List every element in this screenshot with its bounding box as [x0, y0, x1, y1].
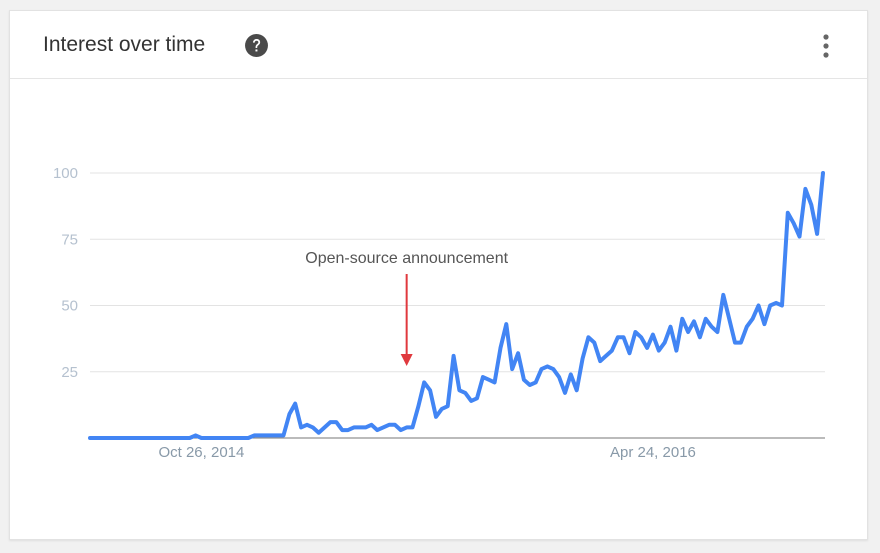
y-axis-ticks: 25 50 75 100 [53, 165, 78, 381]
y-tick-label: 75 [61, 231, 78, 248]
x-axis-ticks: Oct 26, 2014 Apr 24, 2016 [158, 444, 695, 461]
more-vert-icon[interactable] [816, 29, 836, 63]
card-header: Interest over time [10, 11, 867, 79]
series-line [88, 171, 825, 440]
x-tick-label: Apr 24, 2016 [610, 444, 696, 461]
chart-series [88, 171, 825, 440]
interest-over-time-card: Interest over time [9, 10, 868, 540]
help-circle-icon[interactable] [244, 33, 269, 58]
y-tick-label: 100 [53, 165, 78, 182]
y-tick-label: 50 [61, 298, 78, 315]
annotation-label: Open-source announcement [305, 250, 508, 267]
x-tick-label: Oct 26, 2014 [158, 444, 244, 461]
annotation-arrow-head [400, 354, 413, 366]
card-title: Interest over time [43, 33, 206, 56]
chart-annotation: Open-source announcement [305, 250, 509, 366]
chart-grid [90, 172, 825, 439]
y-tick-label: 25 [61, 364, 78, 381]
